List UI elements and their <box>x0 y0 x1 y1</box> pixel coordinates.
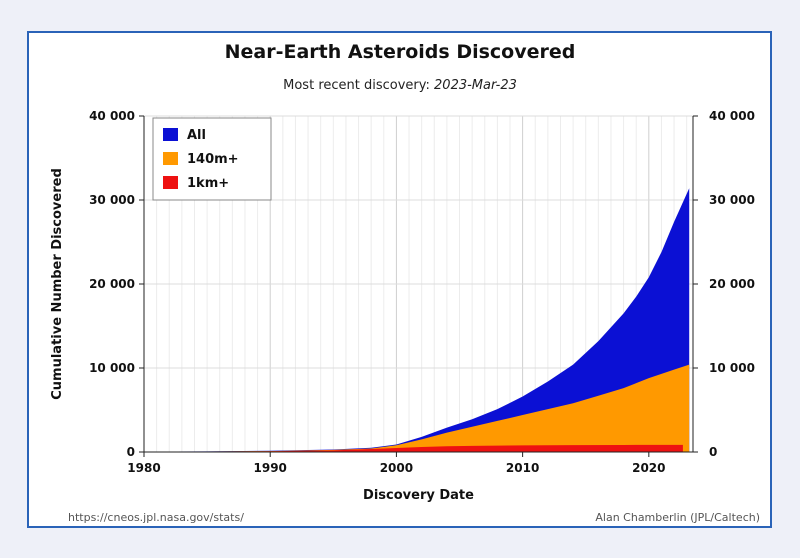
y-tick-label-right: 30 000 <box>709 193 755 207</box>
area-series-140m- <box>144 364 690 452</box>
source-url[interactable]: https://cneos.jpl.nasa.gov/stats/ <box>68 511 244 524</box>
y-axis-label: Cumulative Number Discovered <box>50 168 65 400</box>
y-tick-label-left: 30 000 <box>89 193 135 207</box>
x-tick-label: 2010 <box>506 461 539 475</box>
x-tick-label: 1990 <box>254 461 287 475</box>
legend-label-140m-: 140m+ <box>187 152 239 167</box>
x-tick-label: 2020 <box>632 461 665 475</box>
x-tick-label: 1980 <box>127 461 160 475</box>
y-tick-label-right: 0 <box>709 445 717 459</box>
legend-label-1km-: 1km+ <box>187 176 229 191</box>
legend-swatch-1km- <box>163 176 178 189</box>
subtitle-prefix: Most recent discovery: <box>283 78 430 93</box>
y-tick-label-right: 10 000 <box>709 361 755 375</box>
chart-title: Near-Earth Asteroids Discovered <box>224 41 576 63</box>
legend-swatch-all <box>163 128 178 141</box>
area-series-1km- <box>144 444 683 452</box>
legend-swatch-140m- <box>163 152 178 165</box>
y-tick-label-left: 40 000 <box>89 109 135 123</box>
y-tick-label-left: 0 <box>127 445 135 459</box>
credit-text: Alan Chamberlin (JPL/Caltech) <box>595 511 760 524</box>
y-tick-label-left: 10 000 <box>89 361 135 375</box>
subtitle-date: 2023-Mar-23 <box>434 78 517 93</box>
area-series-all <box>144 188 690 453</box>
x-axis-label: Discovery Date <box>363 488 474 503</box>
y-tick-label-right: 20 000 <box>709 277 755 291</box>
x-tick-label: 2000 <box>380 461 413 475</box>
legend-label-all: All <box>187 128 206 143</box>
y-tick-label-right: 40 000 <box>709 109 755 123</box>
y-tick-label-left: 20 000 <box>89 277 135 291</box>
chart-subtitle: Most recent discovery: 2023-Mar-23 <box>0 78 800 93</box>
